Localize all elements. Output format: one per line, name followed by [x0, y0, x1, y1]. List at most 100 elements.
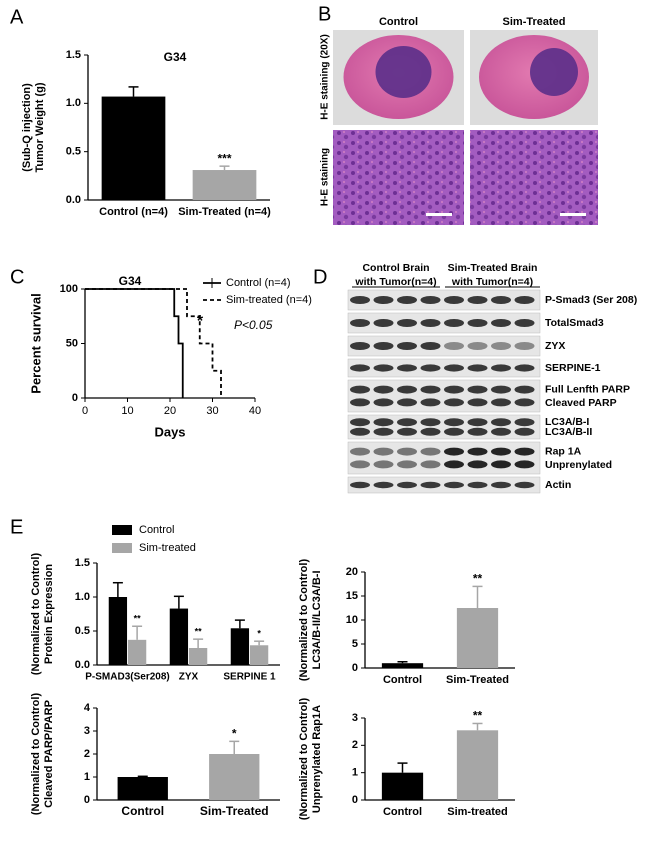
y-tick-label: 50	[66, 337, 78, 349]
legend-label: Control (n=4)	[226, 277, 291, 289]
blot-label: Actin	[545, 479, 571, 491]
y-tick-label: 0.0	[75, 659, 90, 671]
blot-band	[373, 342, 394, 350]
x-tick-label: Sim-Treated (n=4)	[178, 206, 271, 218]
blot-band	[397, 447, 417, 456]
blot-band	[420, 342, 441, 350]
blot-band	[397, 385, 417, 394]
blot-band	[514, 447, 535, 456]
panel-label: A	[10, 6, 24, 28]
blot-band	[350, 481, 370, 489]
blot-band	[373, 460, 394, 469]
y-tick-label: 20	[346, 566, 358, 578]
significance: ***	[217, 151, 231, 165]
blot-band	[397, 296, 417, 304]
y-axis-label: Unprenylated Rap1A	[311, 705, 323, 813]
bar	[381, 663, 424, 668]
y-axis-label: Protein Expression	[43, 564, 55, 665]
y-axis-label: (Normalized to Control)	[30, 553, 42, 676]
x-tick-label: Control	[121, 804, 164, 818]
y-tick-label: 1	[352, 767, 358, 779]
blot-band	[444, 296, 464, 304]
blot-band	[467, 460, 488, 469]
blot-band	[514, 418, 535, 427]
group-label: with Tumor(n=4)	[451, 276, 533, 288]
x-tick-label: 40	[249, 405, 261, 417]
blot-band	[397, 427, 417, 436]
blot-band	[491, 342, 511, 350]
annotation: P<0.05	[234, 318, 273, 332]
blot-band	[444, 427, 464, 436]
x-tick-label: 20	[164, 405, 176, 417]
blot-band	[491, 364, 511, 372]
blot-band	[373, 296, 394, 304]
legend-label: Sim-treated (n=4)	[226, 294, 312, 306]
blot-band	[350, 342, 370, 350]
blot-band	[373, 398, 394, 407]
x-tick-label: 10	[121, 405, 133, 417]
blot-band	[420, 398, 441, 407]
blot-band	[444, 398, 464, 407]
significance: **	[134, 614, 142, 624]
blot-band	[444, 364, 464, 372]
blot-band	[491, 296, 511, 304]
blot-band	[491, 427, 511, 436]
blot-label: P-Smad3 (Ser 208)	[545, 294, 637, 306]
bar	[169, 608, 189, 665]
bar	[192, 170, 257, 200]
blot-band	[491, 481, 511, 489]
x-tick-label: 30	[206, 405, 218, 417]
y-tick-label: 0.5	[66, 146, 81, 158]
y-tick-label: 0	[352, 662, 358, 674]
y-axis-label: Tumor Weight (g)	[34, 82, 46, 172]
blot-label: LC3A/B-I	[545, 416, 589, 428]
blot-band	[514, 364, 535, 372]
bar	[456, 730, 499, 800]
blot-band	[373, 427, 394, 436]
blot-band	[467, 427, 488, 436]
blot-band	[420, 364, 441, 372]
blot-band	[491, 460, 511, 469]
blot-band	[514, 319, 535, 327]
y-tick-label: 1	[84, 771, 90, 783]
blot-band	[373, 481, 394, 489]
y-tick-label: 1.5	[75, 557, 90, 569]
group-label: Control Brain	[362, 262, 429, 274]
blot-label: ZYX	[545, 340, 565, 352]
blot-label: Full Lenfth PARP	[545, 383, 630, 395]
blot-band	[350, 296, 370, 304]
y-axis-label: (Sub-Q injection)	[21, 83, 33, 172]
blot-band	[514, 342, 535, 350]
x-tick-label: Control	[383, 806, 422, 818]
blot-band	[467, 481, 488, 489]
blot-band	[514, 427, 535, 436]
scale-bar	[560, 213, 586, 216]
chart-title: G34	[164, 50, 187, 64]
blot-band	[514, 398, 535, 407]
y-axis-label: (Normalized to Control)	[298, 559, 310, 682]
blot-band	[420, 447, 441, 456]
micrograph	[470, 130, 598, 225]
x-tick-label: Sim-Treated	[200, 804, 269, 818]
row-label: H-E staining (20X)	[320, 34, 331, 120]
y-tick-label: 2	[84, 748, 90, 760]
blot-band	[350, 398, 370, 407]
survival-curve	[85, 288, 184, 398]
blot-band	[491, 447, 511, 456]
y-tick-label: 0.5	[75, 625, 90, 637]
bar	[456, 608, 499, 668]
bar	[188, 648, 208, 665]
blot-band	[420, 418, 441, 427]
x-tick-label: 0	[82, 405, 88, 417]
blot-band	[373, 447, 394, 456]
significance: *	[257, 629, 261, 639]
panel-label: B	[318, 3, 331, 25]
blot-band	[420, 427, 441, 436]
scale-bar	[426, 213, 452, 216]
row-label: H-E staining	[320, 148, 331, 206]
group-label: with Tumor(n=4)	[354, 276, 436, 288]
bar	[117, 777, 168, 800]
x-tick-label: Control (n=4)	[99, 206, 168, 218]
y-tick-label: 0	[84, 794, 90, 806]
blot-band	[467, 447, 488, 456]
